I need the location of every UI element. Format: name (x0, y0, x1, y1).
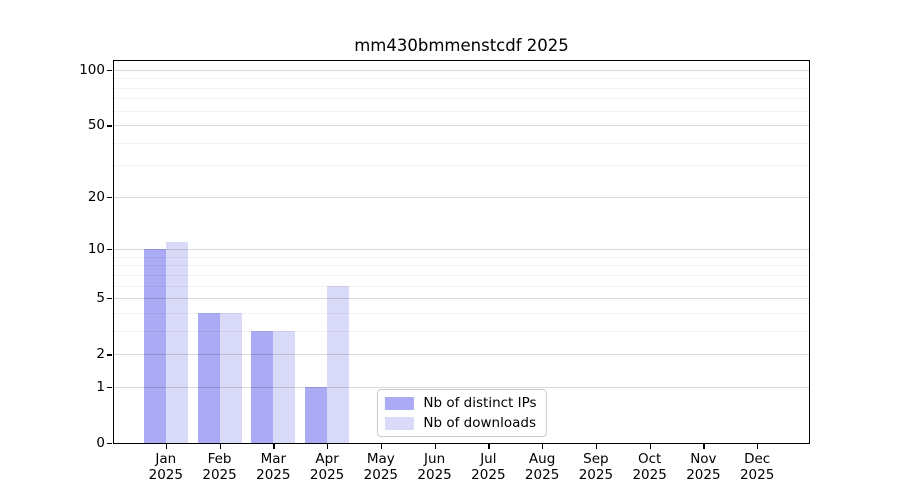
x-tick-mark (542, 444, 544, 449)
y-tick-label: 0 (96, 435, 105, 451)
gridline-minor (114, 256, 809, 258)
bar-mar-distinct-ips (251, 330, 274, 443)
y-tick-mark (107, 354, 112, 356)
x-tick-label: Feb 2025 (202, 451, 237, 483)
legend-item-downloads: Nb of downloads (384, 415, 536, 431)
y-tick-mark (107, 196, 112, 199)
gridline-minor (114, 142, 809, 144)
x-tick-label: Jun 2025 (417, 451, 452, 483)
x-tick-label: Apr 2025 (309, 451, 345, 483)
x-tick-label: Aug 2025 (524, 451, 560, 483)
x-tick-mark (595, 444, 598, 449)
y-tick-mark (107, 298, 112, 300)
y-tick-mark (107, 443, 112, 445)
x-tick-label: Sep 2025 (578, 451, 614, 483)
y-tick-label: 10 (87, 241, 105, 258)
legend-label-downloads: Nb of downloads (423, 415, 536, 431)
x-tick-label: Mar 2025 (256, 451, 291, 483)
x-tick-label: Dec 2025 (739, 451, 775, 483)
y-tick-label: 20 (87, 188, 105, 205)
bar-apr-downloads (327, 285, 350, 443)
bar-apr-distinct-ips (305, 386, 328, 443)
gridline-minor (114, 165, 809, 167)
gridline-minor (114, 274, 809, 276)
gridline-major (114, 125, 809, 127)
legend-item-distinct-ips: Nb of distinct IPs (384, 395, 537, 411)
y-tick-mark (107, 249, 112, 251)
y-tick-label: 100 (79, 61, 105, 78)
x-tick-label: Jan 2025 (148, 451, 183, 483)
x-tick-mark (273, 444, 275, 449)
x-tick-mark (703, 444, 705, 449)
x-tick-mark (488, 444, 490, 449)
y-tick-label: 1 (96, 378, 105, 395)
x-tick-label: May 2025 (363, 451, 398, 483)
x-tick-label: Nov 2025 (686, 451, 721, 483)
legend-swatch-distinct-ips-icon (384, 396, 414, 410)
chart-title: mm430bmmenstcdf 2025 (354, 36, 569, 55)
gridline-major (114, 249, 809, 251)
x-tick-mark (327, 444, 329, 449)
bar-feb-distinct-ips (197, 312, 220, 443)
gridline-minor (114, 285, 809, 287)
y-tick-mark (107, 69, 112, 72)
gridline-minor (114, 87, 809, 89)
bar-jan-distinct-ips (143, 249, 166, 443)
gridline-minor (114, 110, 809, 112)
gridline-minor (114, 265, 809, 267)
x-tick-label: Oct 2025 (632, 451, 667, 483)
x-tick-label: Jul 2025 (471, 451, 506, 483)
x-tick-mark (434, 444, 436, 449)
gridline-minor (114, 78, 809, 80)
gridline-minor (114, 98, 809, 100)
y-tick-label: 50 (87, 117, 105, 134)
bar-jan-downloads (165, 242, 188, 443)
y-tick-label: 2 (96, 346, 105, 363)
bar-feb-downloads (219, 312, 242, 443)
gridline-major (114, 298, 809, 300)
y-tick-mark (107, 125, 112, 127)
x-tick-mark (219, 444, 221, 449)
y-tick-label: 5 (96, 290, 105, 307)
bar-mar-downloads (273, 330, 296, 443)
x-tick-mark (165, 444, 168, 449)
plot-area: Nb of distinct IPs Nb of downloads (113, 60, 810, 444)
legend-swatch-downloads-icon (384, 416, 414, 430)
gridline-major (114, 196, 809, 198)
x-tick-mark (380, 444, 383, 449)
legend-label-distinct-ips: Nb of distinct IPs (423, 395, 537, 411)
legend: Nb of distinct IPs Nb of downloads (376, 389, 547, 437)
y-tick-mark (107, 386, 112, 389)
bars-layer (114, 61, 809, 443)
gridline-major (114, 69, 809, 71)
x-tick-mark (649, 444, 651, 449)
x-tick-mark (757, 444, 759, 449)
